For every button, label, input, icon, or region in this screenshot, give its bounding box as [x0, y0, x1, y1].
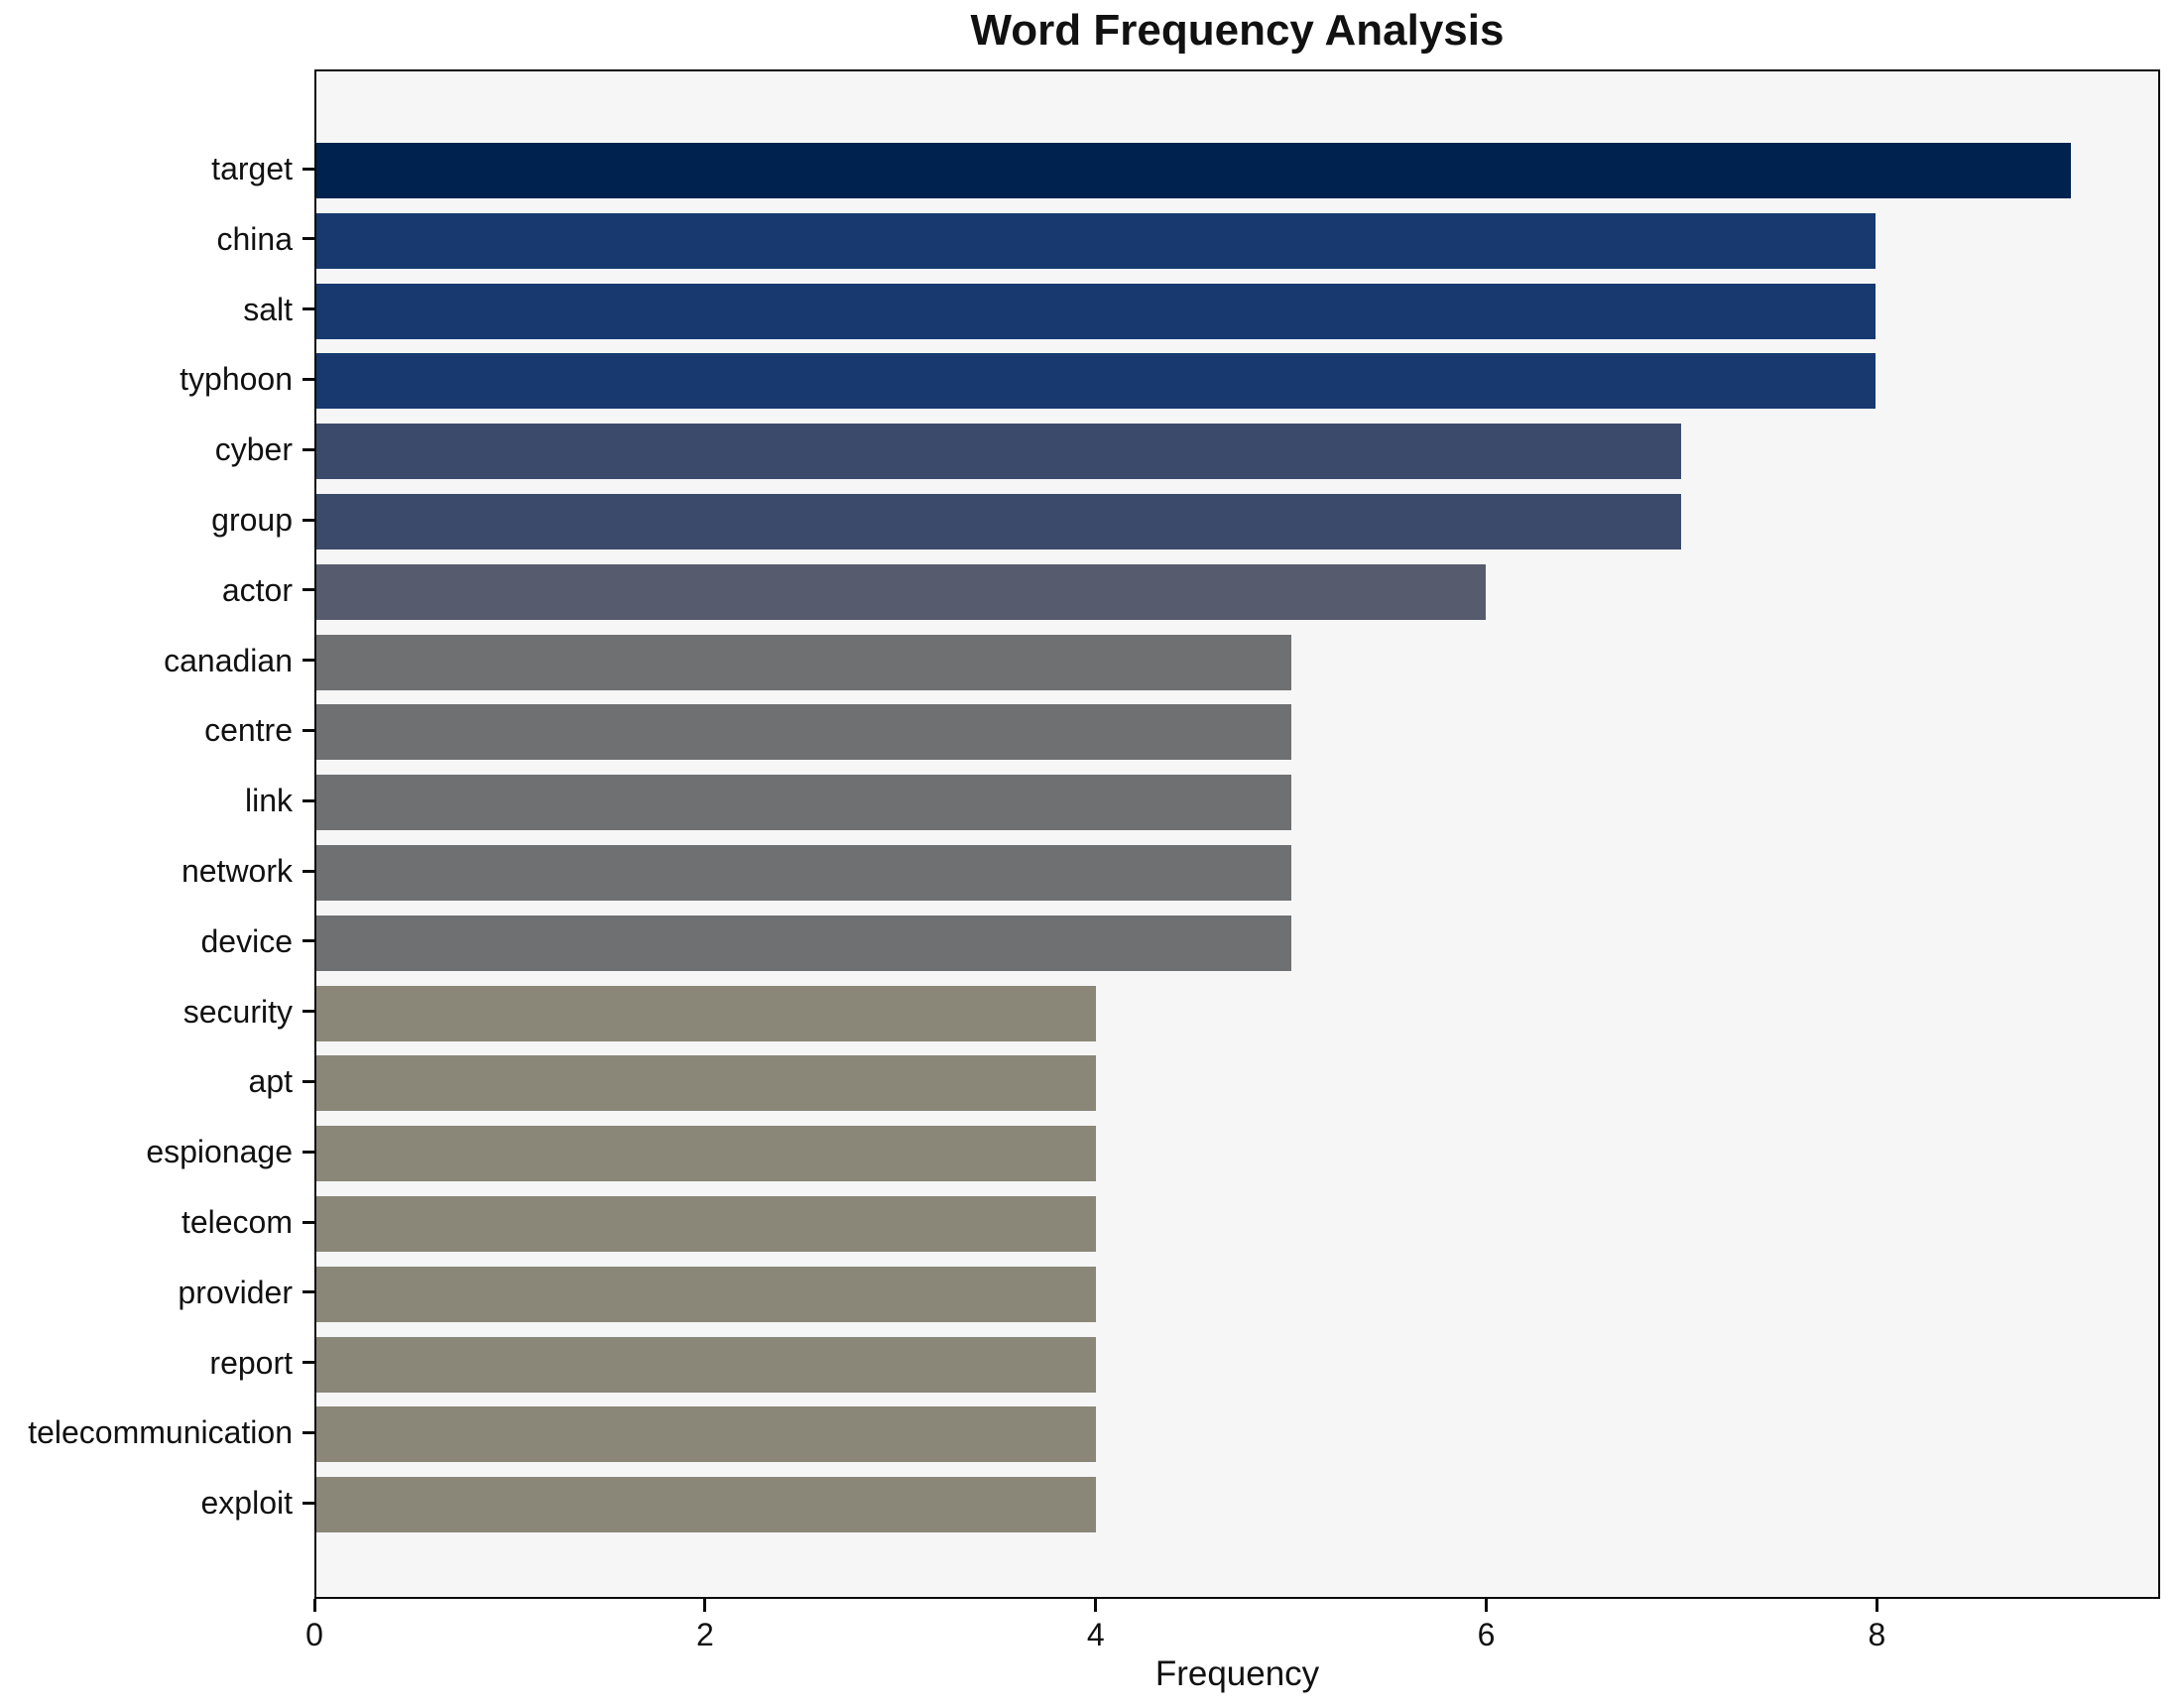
bar-group: [316, 494, 1681, 549]
x-tick-label-0: 0: [305, 1617, 323, 1652]
y-tick-mark-actor: [303, 588, 314, 592]
x-tick-label-6: 6: [1477, 1617, 1496, 1652]
y-tick-mark-exploit: [303, 1501, 314, 1505]
x-tick-mark-0: [312, 1599, 316, 1612]
bar-canadian: [316, 634, 1291, 690]
y-tick-label-canadian: canadian: [164, 642, 293, 678]
y-tick-mark-group: [303, 518, 314, 522]
plot-area: [314, 69, 2160, 1599]
y-tick-label-provider: provider: [178, 1274, 293, 1310]
bar-typhoon: [316, 353, 1876, 410]
bar-provider: [316, 1266, 1097, 1322]
y-tick-mark-report: [303, 1361, 314, 1365]
y-tick-label-typhoon: typhoon: [180, 361, 293, 398]
y-tick-mark-telecom: [303, 1220, 314, 1224]
bar-centre: [316, 704, 1291, 761]
y-tick-mark-apt: [303, 1079, 314, 1083]
y-tick-label-link: link: [244, 783, 293, 819]
bar-actor: [316, 563, 1487, 620]
bar-device: [316, 915, 1291, 971]
x-tick-mark-2: [703, 1599, 707, 1612]
y-tick-label-security: security: [182, 993, 293, 1030]
bar-apt: [316, 1055, 1097, 1112]
bar-security: [316, 985, 1097, 1041]
y-tick-label-telecom: telecom: [181, 1204, 293, 1240]
y-tick-mark-security: [303, 1010, 314, 1014]
y-tick-mark-salt: [303, 307, 314, 311]
x-tick-mark-4: [1094, 1599, 1098, 1612]
bar-salt: [316, 283, 1876, 339]
y-tick-mark-typhoon: [303, 377, 314, 381]
bar-target: [316, 143, 2071, 198]
y-tick-label-china: china: [216, 220, 294, 257]
bar-telecommunication: [316, 1406, 1097, 1463]
chart-title: Word Frequency Analysis: [970, 6, 1505, 55]
y-tick-label-target: target: [211, 151, 293, 186]
bar-network: [316, 845, 1291, 901]
y-tick-label-centre: centre: [204, 712, 293, 749]
x-tick-label-4: 4: [1086, 1617, 1105, 1652]
y-tick-mark-espionage: [303, 1150, 314, 1154]
y-tick-mark-canadian: [303, 659, 314, 663]
y-tick-mark-cyber: [303, 447, 314, 451]
y-tick-mark-centre: [303, 728, 314, 732]
x-tick-mark-6: [1485, 1599, 1489, 1612]
x-tick-mark-8: [1875, 1599, 1878, 1612]
y-tick-mark-network: [303, 869, 314, 873]
y-tick-label-espionage: espionage: [146, 1134, 293, 1170]
y-tick-mark-link: [303, 798, 314, 802]
bar-exploit: [316, 1477, 1097, 1533]
y-tick-label-report: report: [209, 1344, 293, 1381]
y-tick-label-salt: salt: [243, 291, 293, 327]
bar-espionage: [316, 1126, 1097, 1182]
y-tick-label-telecommunication: telecommunication: [28, 1414, 293, 1451]
y-tick-label-cyber: cyber: [214, 431, 293, 468]
y-tick-mark-china: [303, 237, 314, 241]
y-tick-label-group: group: [211, 502, 293, 538]
y-tick-label-exploit: exploit: [200, 1485, 294, 1522]
y-tick-mark-device: [303, 939, 314, 943]
x-tick-label-8: 8: [1868, 1617, 1886, 1652]
y-tick-label-network: network: [181, 853, 293, 889]
y-tick-label-apt: apt: [248, 1063, 293, 1100]
y-tick-label-device: device: [200, 922, 294, 959]
x-tick-label-2: 2: [695, 1617, 714, 1652]
bar-cyber: [316, 424, 1681, 480]
y-tick-mark-target: [303, 167, 314, 171]
y-tick-label-actor: actor: [221, 571, 293, 608]
bar-telecom: [316, 1196, 1097, 1252]
y-tick-mark-provider: [303, 1290, 314, 1294]
bar-report: [316, 1336, 1097, 1393]
x-axis-label: Frequency: [1154, 1654, 1320, 1693]
bar-china: [316, 212, 1876, 269]
y-tick-mark-telecommunication: [303, 1430, 314, 1434]
bar-link: [316, 775, 1291, 831]
